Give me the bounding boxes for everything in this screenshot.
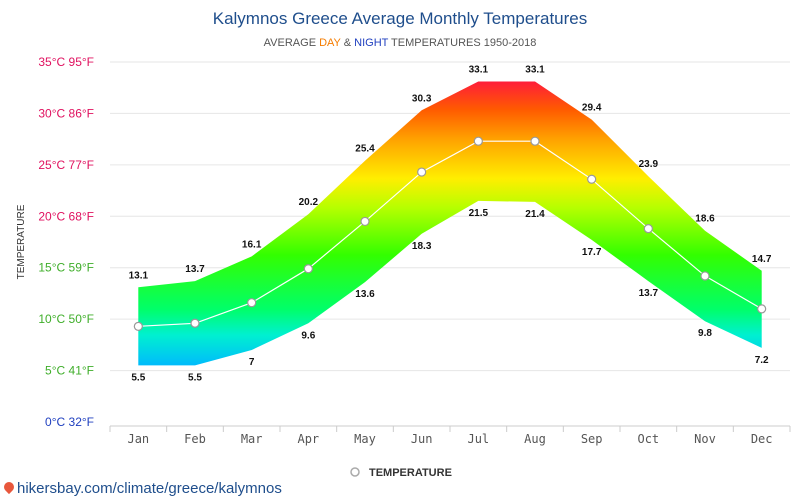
average-temperature-line — [138, 140, 763, 327]
average-point[interactable] — [190, 318, 200, 328]
chart-subtitle: AVERAGE DAY & NIGHT TEMPERATURES 1950-20… — [264, 37, 537, 49]
day-value-label: 25.4 — [355, 144, 375, 155]
day-value-label: 30.3 — [412, 93, 432, 104]
average-point[interactable] — [360, 216, 370, 227]
night-value-label: 18.3 — [412, 241, 432, 252]
map-pin-icon — [1, 479, 17, 495]
x-tick-label: Jul — [467, 432, 489, 446]
day-value-label: 14.7 — [752, 254, 772, 265]
x-tick-label: Oct — [637, 432, 659, 446]
y-tick-label: 15°C 59°F — [38, 261, 94, 275]
average-point[interactable] — [417, 167, 427, 177]
x-tick-label: Mar — [241, 432, 263, 446]
day-value-label: 16.1 — [242, 239, 262, 250]
legend[interactable]: TEMPERATURE — [350, 467, 452, 479]
subtitle-night: NIGHT — [354, 37, 389, 49]
night-value-label: 13.7 — [639, 288, 659, 299]
day-value-label: 29.4 — [582, 103, 602, 114]
day-value-label: 13.1 — [129, 270, 149, 281]
night-value-label: 21.4 — [525, 209, 545, 220]
x-axis — [109, 425, 791, 432]
night-value-label: 17.7 — [582, 247, 602, 258]
x-tick-label: Sep — [581, 432, 603, 446]
night-value-label: 7.2 — [755, 355, 769, 366]
x-tick-label: Feb — [184, 432, 206, 446]
subtitle-suffix: TEMPERATURES 1950-2018 — [388, 37, 536, 49]
night-value-label: 13.6 — [355, 289, 375, 300]
night-value-label: 7 — [249, 357, 255, 368]
day-temperature-labels: 13.1 13.7 16.1 20.2 25.4 30.3 33.1 33.1 29.4 23.9… — [129, 65, 772, 282]
day-value-label: 23.9 — [639, 159, 659, 170]
average-point[interactable] — [473, 136, 483, 146]
subtitle-amp: & — [341, 37, 354, 49]
day-value-label: 33.1 — [469, 65, 489, 76]
subtitle-prefix: AVERAGE — [264, 37, 319, 49]
y-axis-label: TEMPERATURE — [16, 204, 27, 279]
x-tick-label: Dec — [751, 432, 773, 446]
day-value-label: 18.6 — [695, 214, 715, 225]
night-value-label: 9.8 — [698, 328, 712, 339]
night-value-label: 9.6 — [301, 330, 315, 341]
average-point[interactable] — [757, 304, 767, 314]
x-tick-label: Nov — [694, 432, 716, 446]
x-tick-label: Jun — [411, 432, 433, 446]
average-point[interactable] — [247, 298, 257, 308]
subtitle-day: DAY — [319, 37, 341, 49]
night-value-label: 5.5 — [131, 372, 145, 383]
x-tick-label: Jan — [127, 432, 149, 446]
y-tick-label: 25°C 77°F — [38, 158, 94, 172]
day-value-label: 33.1 — [525, 65, 545, 76]
average-point[interactable] — [530, 136, 540, 146]
temperature-range-band — [138, 81, 762, 366]
night-value-label: 5.5 — [188, 372, 202, 383]
y-tick-label: 35°C 95°F — [38, 55, 94, 69]
y-tick-label: 20°C 68°F — [38, 209, 94, 223]
y-tick-label: 30°C 86°F — [38, 106, 94, 120]
legend-marker-icon — [350, 467, 360, 477]
source-link[interactable]: hikersbay.com/climate/greece/kalymnos — [1, 479, 282, 497]
x-tick-label: Aug — [524, 432, 546, 446]
day-value-label: 20.2 — [299, 197, 319, 208]
legend-label: TEMPERATURE — [369, 467, 452, 479]
y-tick-label: 0°C 32°F — [45, 415, 94, 429]
x-axis-ticks: Jan Feb Mar Apr May Jun Jul Aug Sep Oct Nov Dec — [127, 432, 772, 446]
x-tick-label: Apr — [297, 432, 319, 446]
day-value-label: 13.7 — [185, 264, 205, 275]
chart-title: Kalymnos Greece Average Monthly Temperat… — [213, 9, 588, 28]
x-tick-label: May — [354, 432, 376, 446]
y-tick-label: 5°C 41°F — [45, 364, 94, 378]
average-point[interactable] — [587, 174, 597, 184]
night-value-label: 21.5 — [469, 208, 489, 219]
y-tick-label: 10°C 50°F — [38, 312, 94, 326]
average-point[interactable] — [133, 321, 143, 331]
night-temperature-labels: 5.5 5.5 7 9.6 13.6 18.3 21.5 21.4 17.7 13.7 9.8 7.2 — [131, 208, 769, 384]
average-point[interactable] — [643, 224, 653, 234]
average-temperature-points — [133, 136, 767, 331]
average-point[interactable] — [700, 271, 710, 281]
average-point[interactable] — [303, 264, 313, 274]
y-axis-ticks: 35°C 95°F 30°C 86°F 25°C 77°F 20°C 68°F 15°C… — [38, 55, 94, 429]
source-url: hikersbay.com/climate/greece/kalymnos — [17, 480, 282, 497]
